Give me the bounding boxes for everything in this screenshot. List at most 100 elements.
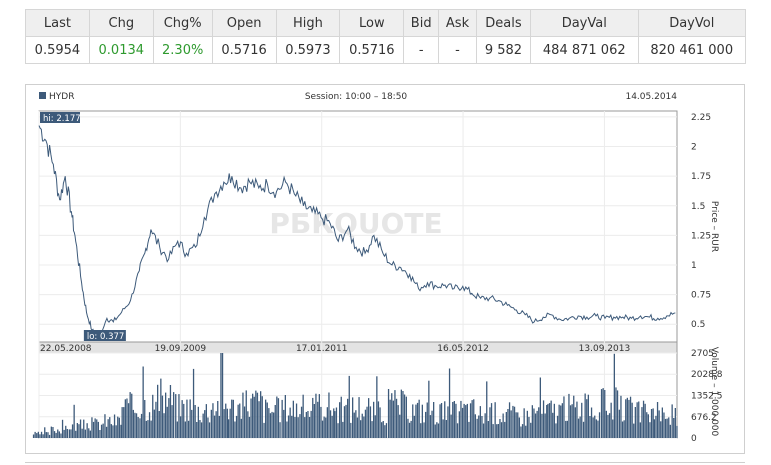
volume-bar (231, 399, 233, 438)
date-tick-label: 13.09.2013 (579, 344, 631, 354)
volume-tick-label: 0 (691, 434, 697, 444)
col-header-low: Low (339, 9, 405, 37)
volume-bar (377, 401, 380, 438)
volume-bar (455, 403, 457, 438)
volume-bar (655, 415, 657, 438)
volume-bar (568, 393, 570, 438)
volume-bar (221, 353, 224, 438)
volume-bar (352, 397, 354, 438)
lo-label: lo: 0.377 (87, 332, 124, 342)
volume-bar (484, 413, 486, 438)
volume-bar (479, 406, 481, 438)
volume-bar (641, 407, 643, 438)
volume-bar (413, 415, 415, 438)
volume-bar (335, 407, 338, 438)
volume-bar (353, 412, 355, 438)
volume-tick-label: 2028.8 (691, 370, 723, 380)
volume-bar (163, 413, 165, 438)
volume-bar (533, 408, 535, 438)
volume-bar (297, 417, 299, 438)
volume-bar (237, 404, 239, 438)
volume-bar (152, 394, 154, 438)
volume-bar (225, 403, 227, 438)
col-header-chg-pct: Chg% (152, 9, 213, 37)
volume-bar (379, 407, 381, 438)
volume-bar (548, 403, 551, 438)
volume-bar (109, 417, 111, 438)
volume-bar (183, 403, 185, 438)
volume-bar (631, 402, 633, 438)
volume-bar (355, 410, 357, 438)
volume-bar (277, 398, 280, 438)
volume-bar (147, 420, 149, 438)
value-dayvol: 820 461 000 (637, 36, 746, 64)
volume-bar (389, 399, 391, 438)
volume-bar (490, 403, 493, 438)
volume-bar (373, 401, 375, 438)
volume-bar (334, 411, 336, 438)
volume-bar (439, 404, 441, 438)
volume-bar (512, 405, 514, 438)
volume-bar (175, 394, 177, 438)
volume-bar (44, 427, 46, 438)
volume-bar (364, 409, 367, 438)
chart-date: 14.05.2014 (625, 92, 677, 102)
volume-bar (402, 391, 404, 438)
volume-bar (71, 424, 74, 438)
volume-bar (553, 403, 555, 438)
volume-bar (217, 401, 219, 438)
volume-bar (70, 429, 72, 438)
volume-bar (112, 425, 114, 438)
volume-bar (137, 417, 139, 438)
volume-bar (115, 425, 117, 438)
volume-bar (505, 412, 507, 438)
value-ask: - (438, 36, 477, 64)
volume-bar (281, 399, 283, 438)
volume-bar (452, 402, 454, 438)
volume-bar (153, 409, 155, 438)
volume-bar (497, 424, 499, 438)
volume-bar (445, 420, 447, 438)
value-chg: 0.0134 (88, 36, 154, 64)
date-tick-label: 16.05.2012 (437, 344, 489, 354)
volume-bar (255, 390, 257, 438)
volume-bar (363, 416, 365, 438)
volume-bar (620, 395, 622, 438)
date-tick-label: 22.05.2008 (40, 344, 92, 354)
volume-bar (555, 423, 557, 438)
volume-bar (660, 421, 662, 438)
volume-bar (471, 400, 473, 438)
volume-bar (173, 392, 175, 438)
volume-bar (366, 406, 368, 438)
volume-bar (47, 432, 49, 438)
volume-bar (539, 377, 541, 438)
volume-bar (561, 403, 563, 438)
volume-bar (448, 368, 451, 438)
volume-bar (144, 400, 146, 438)
volume-bar (618, 409, 620, 438)
volume-bar (239, 403, 241, 438)
volume-bar (226, 408, 228, 438)
volume-bar (574, 407, 576, 438)
volume-bar (289, 407, 291, 438)
volume-bar (145, 420, 147, 438)
volume-bar (676, 425, 678, 438)
volume-bar (63, 429, 65, 438)
volume-bar (625, 399, 627, 438)
volume-bar (187, 420, 190, 438)
volume-bar (573, 395, 575, 438)
volume-bar (135, 413, 138, 438)
volume-bar (328, 392, 330, 438)
volume-bar (416, 402, 419, 438)
volume-bar (415, 404, 417, 438)
volume-bar (258, 401, 260, 438)
volume-bar (158, 411, 160, 438)
volume-bar (220, 353, 222, 438)
volume-bar (408, 422, 411, 438)
volume-bar (304, 417, 306, 438)
volume-bar (376, 376, 378, 438)
volume-bar (530, 422, 532, 438)
volume-bar (518, 417, 520, 438)
volume-bar (48, 434, 51, 438)
ticker-label: HYDR (49, 92, 74, 102)
